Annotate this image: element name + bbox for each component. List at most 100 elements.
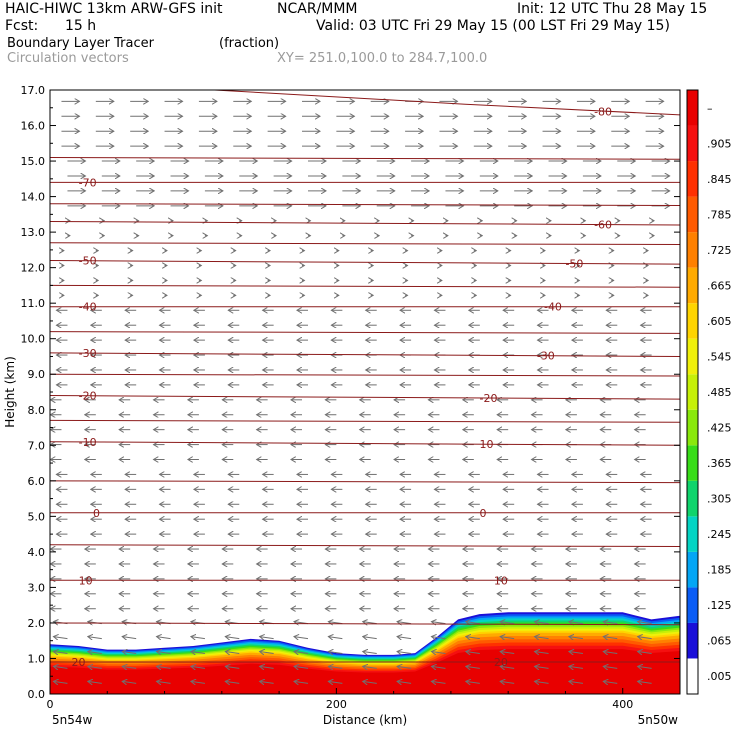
vector-arrow	[603, 622, 618, 624]
forecast-hour: 15 h	[65, 18, 97, 34]
vector-arrow	[535, 666, 549, 668]
y-tick-label: 0.0	[28, 688, 46, 701]
vector-arrow	[431, 622, 446, 624]
x-tick-label: 200	[326, 698, 347, 711]
vector-arrow	[260, 681, 274, 683]
y-tick-label: 5.0	[28, 510, 46, 523]
vector-arrow	[431, 637, 446, 639]
vector-arrow	[535, 651, 549, 653]
x-end-label-right: 5n50w	[638, 713, 679, 727]
vector-arrow	[397, 622, 412, 624]
y-tick-label: 16.0	[21, 120, 46, 133]
colorbar-swatch	[687, 196, 698, 233]
colorbar-swatch	[687, 338, 698, 375]
colorbar-label: .365	[707, 457, 732, 470]
vector-arrow	[294, 681, 309, 683]
vector-arrow	[53, 637, 68, 639]
vector-arrow	[328, 666, 343, 668]
colorbar-swatch	[687, 587, 698, 623]
vector-arrow	[535, 681, 549, 683]
vector-arrow	[157, 666, 171, 668]
vector-arrow	[569, 651, 583, 653]
vector-arrow	[88, 651, 102, 653]
vector-arrow	[397, 666, 412, 668]
temperature-contour-line	[50, 622, 680, 626]
axes: 0.0 1.0 2.0 3.0 4.0 5.0 6.0 7.0 8.0 9.0 10.0 11.0 12…	[21, 84, 680, 727]
vector-arrow	[260, 651, 274, 653]
temperature-contour-line	[50, 419, 680, 423]
contour-label: -40	[79, 301, 97, 314]
colorbar-label: .845	[707, 173, 732, 186]
y-tick-label: 9.0	[28, 368, 46, 381]
contour-label: -30	[79, 347, 97, 360]
vector-arrow	[638, 666, 652, 668]
vector-arrow	[638, 681, 652, 683]
tracer-band	[50, 649, 680, 694]
y-tick-label: 7.0	[28, 439, 46, 452]
vector-arrow	[638, 651, 652, 653]
temperature-contour-line	[50, 480, 680, 484]
vector-arrow	[363, 666, 377, 668]
vector-arrow	[88, 666, 102, 668]
contour-label: -50	[79, 255, 97, 268]
vector-arrow	[328, 637, 343, 639]
colorbar-swatch	[687, 658, 698, 694]
colorbar-label: –	[707, 102, 713, 115]
temperature-contour-line	[214, 90, 680, 116]
vector-arrow	[500, 651, 515, 653]
valid-time: Valid: 03 UTC Fri 29 May 15 (00 LST Fri …	[316, 18, 670, 34]
contour-label: -20	[79, 390, 97, 403]
colorbar-label: .425	[707, 422, 732, 435]
colorbar: .005 .065 .125 .185 .245 .305 .365 .425 .485 .545…	[686, 89, 732, 695]
y-tick-label: 1.0	[28, 652, 46, 665]
vector-field-name: Circulation vectors	[7, 51, 129, 66]
colorbar-label: .545	[707, 350, 732, 363]
colorbar-swatch	[687, 480, 698, 517]
vector-arrow	[466, 666, 480, 668]
org-label: NCAR/MMM	[277, 1, 358, 17]
vector-arrow	[535, 622, 549, 624]
vector-arrow	[466, 622, 480, 624]
x-end-label-left: 5n54w	[52, 713, 93, 727]
vector-arrow	[363, 622, 377, 624]
colorbar-swatch	[687, 161, 698, 197]
vector-arrow	[191, 681, 205, 683]
colorbar-swatch	[687, 622, 698, 659]
vector-arrow	[225, 666, 240, 668]
vector-arrow	[431, 666, 446, 668]
vector-arrow	[122, 651, 137, 653]
colorbar-label: .785	[707, 208, 732, 221]
vector-arrow	[500, 666, 515, 668]
contour-label: 20	[494, 656, 508, 669]
temperature-contour-line	[50, 260, 680, 265]
vector-arrow	[431, 681, 446, 683]
contour-label: -50	[565, 257, 583, 270]
vector-arrow	[500, 637, 515, 639]
vector-arrow	[603, 637, 618, 639]
vector-arrow	[638, 637, 652, 639]
y-tick-label: 12.0	[21, 262, 46, 275]
vector-arrow	[535, 637, 549, 639]
y-tick-label: 17.0	[21, 84, 46, 97]
vector-arrow	[157, 681, 171, 683]
vector-arrow	[260, 666, 274, 668]
temperature-contour-line	[50, 157, 680, 160]
vector-arrow	[397, 637, 412, 639]
temperature-contour-line	[50, 242, 680, 246]
vector-arrow	[638, 622, 652, 624]
y-tick-label: 3.0	[28, 581, 46, 594]
y-tick-label: 2.0	[28, 617, 46, 630]
colorbar-swatch	[687, 445, 698, 481]
vector-arrow	[294, 637, 309, 639]
vector-arrow	[260, 637, 274, 639]
temperature-contour-line	[50, 331, 680, 334]
contour-label: 0	[480, 507, 487, 520]
vector-arrow	[88, 681, 102, 683]
tracer-field	[50, 612, 680, 694]
contour-label: 10	[79, 574, 93, 587]
vector-arrow	[569, 681, 583, 683]
colorbar-label: .305	[707, 493, 732, 506]
colorbar-label: .725	[707, 244, 732, 257]
vector-arrow	[569, 637, 583, 639]
colorbar-label: .665	[707, 279, 732, 292]
